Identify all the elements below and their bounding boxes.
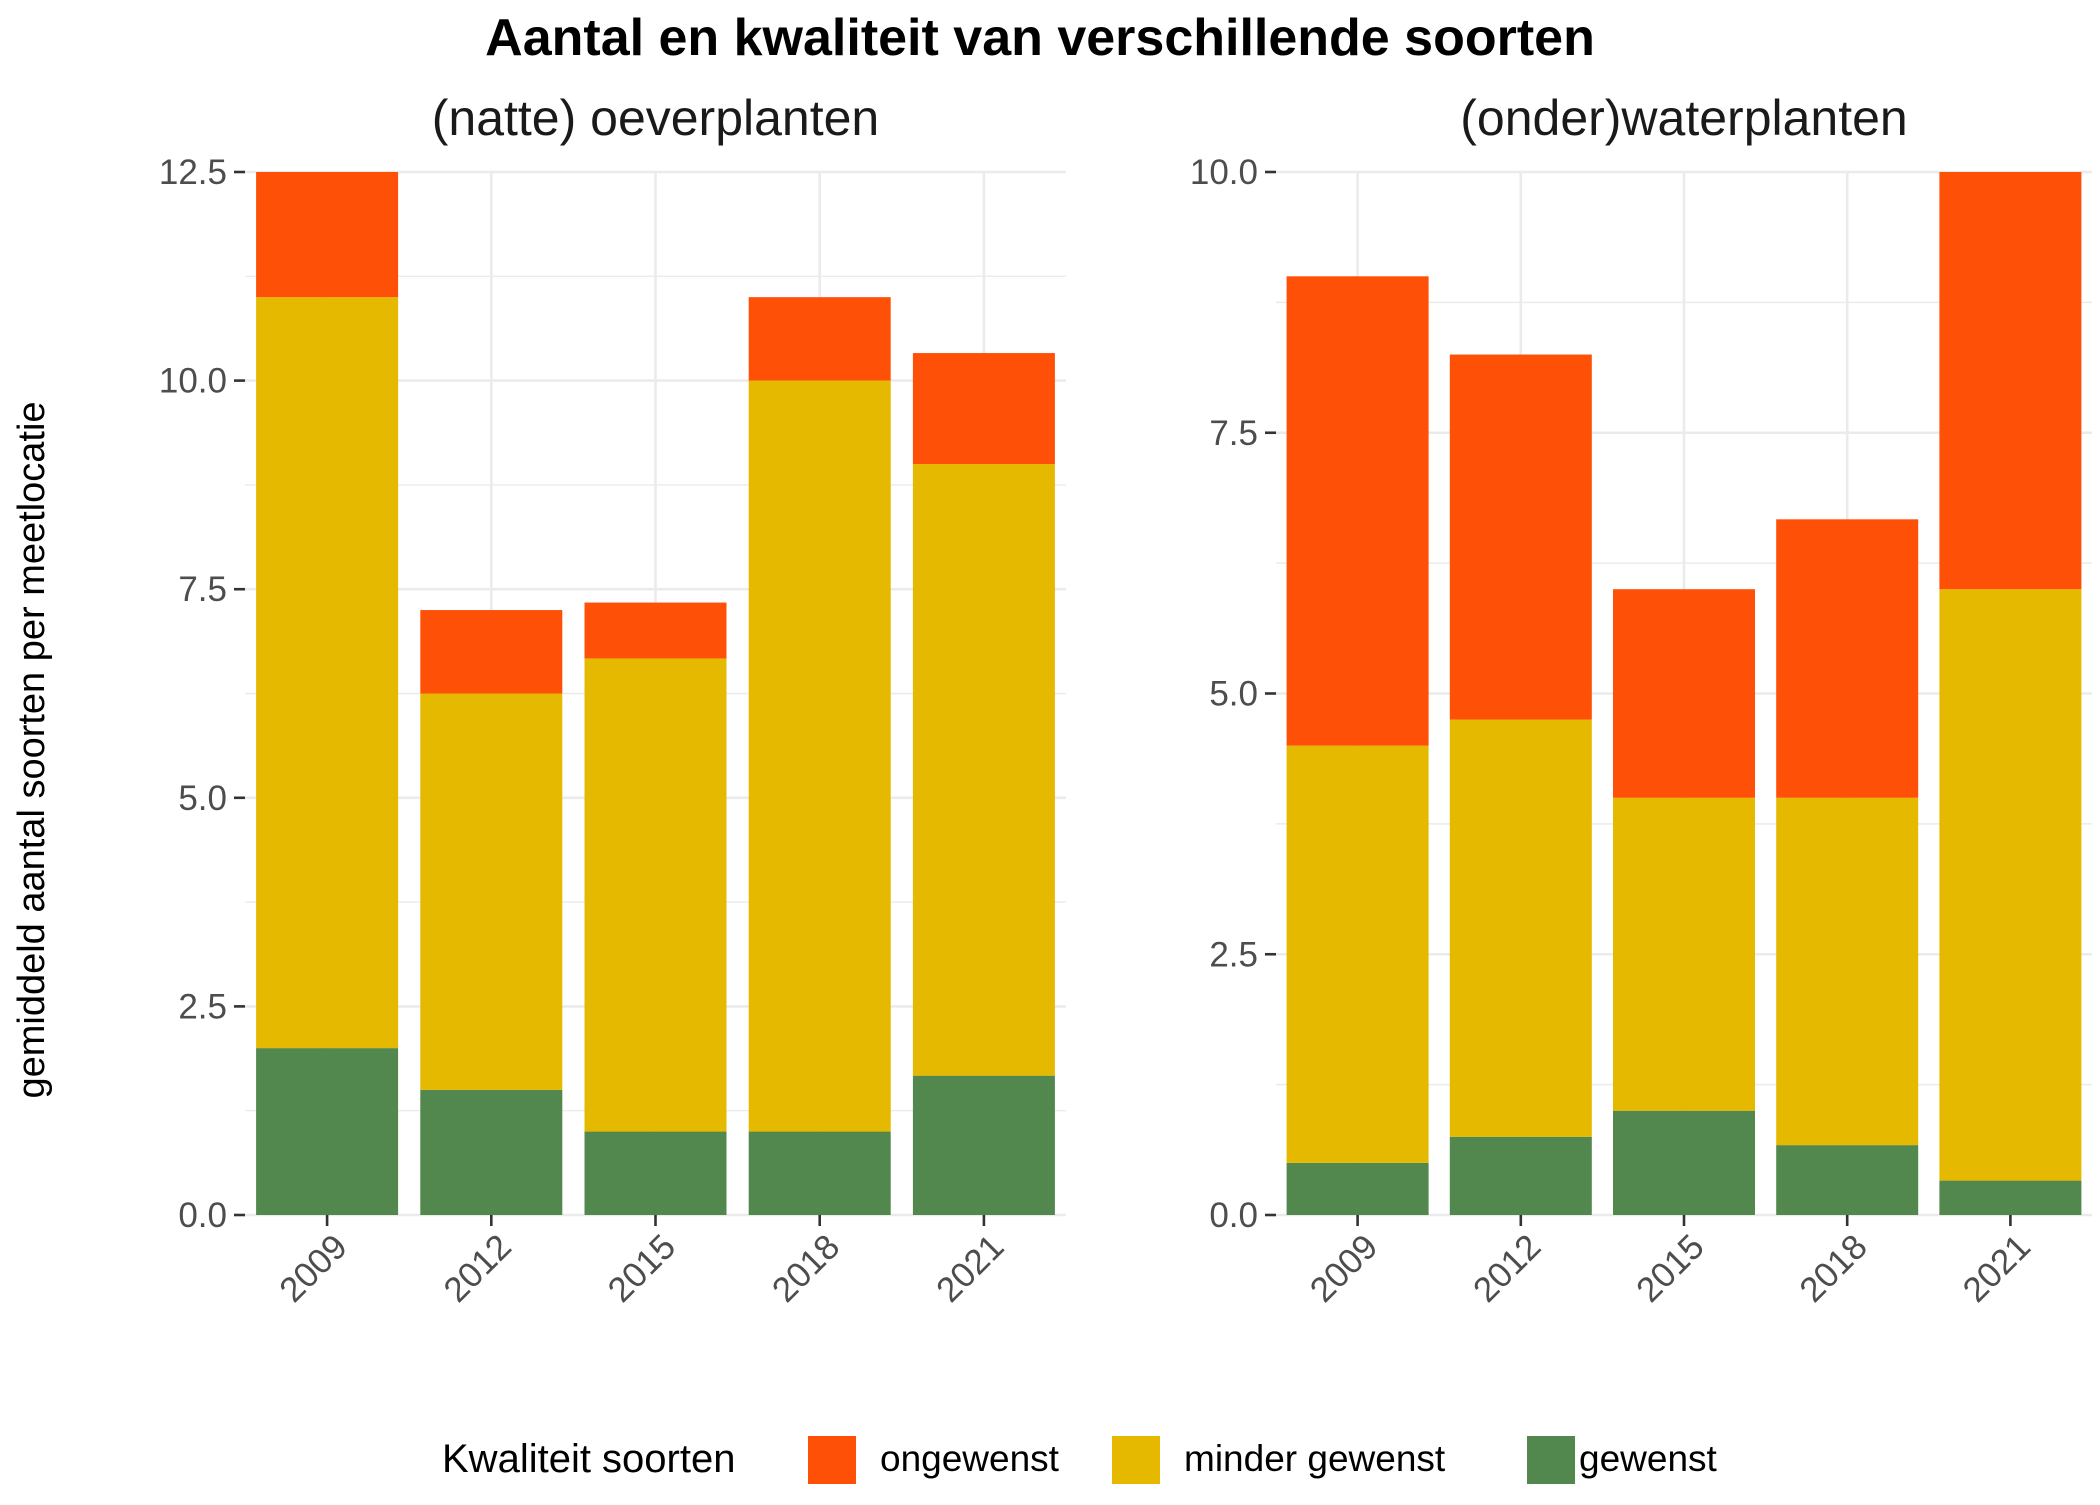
legend-label-ongewenst: ongewenst bbox=[880, 1438, 1060, 1479]
legend-label-minder-gewenst: minder gewenst bbox=[1184, 1438, 1446, 1479]
panel-waterplanten: 0.0 2.5 5.0 7.5 10.0 2009 2012 2015 2018 2021 (ond… bbox=[1190, 90, 2092, 1310]
chart-title: Aantal en kwaliteit van verschillende so… bbox=[485, 9, 1595, 67]
bar-minder-gewenst-2009 bbox=[1286, 745, 1429, 1163]
y-tick-label: 5.0 bbox=[178, 779, 227, 818]
y-tick-label: 2.5 bbox=[178, 987, 227, 1026]
y-axis-title: gemiddeld aantal soorten per meetlocatie bbox=[11, 401, 53, 1098]
bar-gewenst-2012 bbox=[420, 1089, 563, 1215]
x-tick-label-2009: 2009 bbox=[1303, 1227, 1386, 1310]
x-tick-label-2009: 2009 bbox=[272, 1227, 355, 1310]
y-tick-label: 0.0 bbox=[1209, 1196, 1258, 1235]
x-tick-label-2012: 2012 bbox=[1466, 1227, 1549, 1310]
bar-gewenst-2009 bbox=[256, 1048, 399, 1215]
legend-swatch-gewenst bbox=[1527, 1436, 1575, 1484]
panel-title: (natte) oeverplanten bbox=[432, 90, 880, 146]
bar-minder-gewenst-2015 bbox=[1613, 797, 1755, 1111]
y-tick-label: 10.0 bbox=[159, 362, 227, 401]
bar-gewenst-2021 bbox=[1939, 1180, 2082, 1215]
bar-minder-gewenst-2009 bbox=[256, 297, 399, 1049]
bar-gewenst-2009 bbox=[1286, 1162, 1429, 1215]
x-tick-label-2012: 2012 bbox=[436, 1227, 519, 1310]
bar-ongewenst-2015 bbox=[1613, 589, 1755, 798]
bar-ongewenst-2009 bbox=[256, 172, 399, 298]
panel-title: (onder)waterplanten bbox=[1460, 90, 1908, 146]
y-tick-label: 10.0 bbox=[1190, 153, 1258, 192]
bar-gewenst-2012 bbox=[1449, 1136, 1592, 1215]
bar-minder-gewenst-2012 bbox=[420, 693, 563, 1090]
legend-swatch-minder-gewenst bbox=[1112, 1436, 1160, 1484]
bar-gewenst-2018 bbox=[748, 1131, 891, 1215]
panel-oeverplanten: 0.0 2.5 5.0 7.5 10.0 12.5 2009 2012 2015 2018 2021… bbox=[159, 90, 1066, 1310]
x-tick-label-2021: 2021 bbox=[1955, 1227, 2038, 1310]
y-tick-label: 7.5 bbox=[1209, 414, 1258, 453]
legend: Kwaliteit soorten ongewenst minder gewen… bbox=[442, 1436, 1718, 1484]
x-tick-label-2018: 2018 bbox=[765, 1227, 848, 1310]
bar-ongewenst-2012 bbox=[420, 610, 563, 694]
bar-minder-gewenst-2018 bbox=[1776, 797, 1919, 1146]
bar-gewenst-2021 bbox=[912, 1075, 1055, 1215]
bar-ongewenst-2018 bbox=[1776, 519, 1919, 798]
bar-ongewenst-2021 bbox=[912, 353, 1055, 465]
legend-label-gewenst: gewenst bbox=[1579, 1438, 1718, 1479]
bar-ongewenst-2015 bbox=[584, 602, 727, 659]
bar-minder-gewenst-2018 bbox=[748, 380, 891, 1132]
bar-ongewenst-2021 bbox=[1939, 172, 2082, 590]
y-tick-label: 0.0 bbox=[178, 1196, 227, 1235]
x-tick-label-2015: 2015 bbox=[601, 1227, 684, 1310]
bar-gewenst-2015 bbox=[584, 1131, 727, 1215]
bar-minder-gewenst-2021 bbox=[912, 464, 1055, 1076]
bar-gewenst-2018 bbox=[1776, 1145, 1919, 1215]
y-tick-label: 7.5 bbox=[178, 570, 227, 609]
bar-gewenst-2015 bbox=[1613, 1110, 1755, 1215]
bar-minder-gewenst-2012 bbox=[1449, 719, 1592, 1137]
x-tick-label-2021: 2021 bbox=[929, 1227, 1012, 1310]
bar-ongewenst-2012 bbox=[1449, 354, 1592, 720]
y-tick-label: 5.0 bbox=[1209, 675, 1258, 714]
y-tick-label: 12.5 bbox=[159, 153, 227, 192]
bar-ongewenst-2009 bbox=[1286, 276, 1429, 746]
bar-minder-gewenst-2015 bbox=[584, 658, 727, 1132]
bar-ongewenst-2018 bbox=[748, 297, 891, 381]
x-tick-label-2015: 2015 bbox=[1629, 1227, 1712, 1310]
y-tick-label: 2.5 bbox=[1209, 935, 1258, 974]
legend-swatch-ongewenst bbox=[808, 1436, 856, 1484]
bar-minder-gewenst-2021 bbox=[1939, 589, 2082, 1181]
x-tick-label-2018: 2018 bbox=[1792, 1227, 1875, 1310]
legend-title: Kwaliteit soorten bbox=[442, 1437, 735, 1481]
